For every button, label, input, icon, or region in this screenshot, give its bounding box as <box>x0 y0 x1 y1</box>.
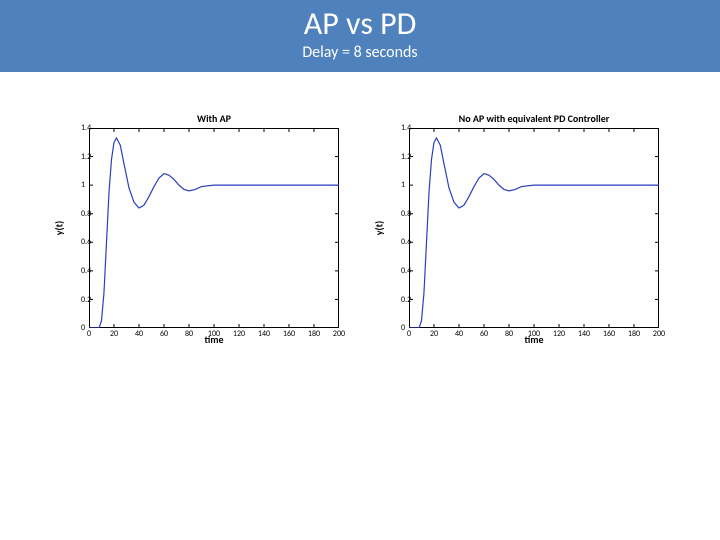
chart-no-ap-pd: No AP with equivalent PD Controller y(t)… <box>365 112 675 352</box>
x-tick-label: 180 <box>628 330 640 338</box>
chart-title: No AP with equivalent PD Controller <box>409 112 659 125</box>
series-line <box>89 138 339 328</box>
x-tick-label: 180 <box>308 330 320 338</box>
chart-with-ap: With AP y(t) time 0204060801001201401601… <box>45 112 355 352</box>
y-tick-label: 0 <box>401 324 405 332</box>
plot-svg <box>409 128 659 328</box>
x-tick-label: 120 <box>553 330 565 338</box>
series-line <box>409 138 659 328</box>
slide-header: AP vs PD Delay = 8 seconds <box>0 0 720 72</box>
y-axis-label: y(t) <box>53 221 66 235</box>
y-tick-label: 0.6 <box>81 238 85 246</box>
chart-title: With AP <box>89 112 339 125</box>
slide-title: AP vs PD <box>0 6 720 41</box>
y-tick-label: 1 <box>401 181 405 189</box>
y-tick-label: 0.8 <box>401 210 405 218</box>
x-tick-label: 60 <box>480 330 488 338</box>
x-tick-label: 200 <box>653 330 665 338</box>
y-tick-label: 0.8 <box>81 210 85 218</box>
y-tick-label: 0.4 <box>401 267 405 275</box>
x-tick-label: 160 <box>283 330 295 338</box>
x-tick-label: 100 <box>528 330 540 338</box>
y-tick-label: 1.2 <box>81 153 85 161</box>
y-tick-label: 1.2 <box>401 153 405 161</box>
x-tick-label: 0 <box>87 330 91 338</box>
y-tick-label: 0.6 <box>401 238 405 246</box>
x-tick-label: 20 <box>430 330 438 338</box>
plot-area: 02040608010012014016018020000.20.40.60.8… <box>409 128 659 328</box>
y-tick-label: 0 <box>81 324 85 332</box>
x-tick-label: 60 <box>160 330 168 338</box>
y-tick-label: 0.4 <box>81 267 85 275</box>
y-tick-label: 0.2 <box>401 296 405 304</box>
x-tick-label: 120 <box>233 330 245 338</box>
y-tick-label: 1.4 <box>401 124 405 132</box>
x-tick-label: 0 <box>407 330 411 338</box>
plot-svg <box>89 128 339 328</box>
x-tick-label: 100 <box>208 330 220 338</box>
plot-area: 02040608010012014016018020000.20.40.60.8… <box>89 128 339 328</box>
y-tick-label: 1 <box>81 181 85 189</box>
x-tick-label: 40 <box>135 330 143 338</box>
y-tick-label: 0.2 <box>81 296 85 304</box>
charts-row: With AP y(t) time 0204060801001201401601… <box>0 112 720 352</box>
x-tick-label: 140 <box>578 330 590 338</box>
x-tick-label: 80 <box>185 330 193 338</box>
x-tick-label: 140 <box>258 330 270 338</box>
x-tick-label: 40 <box>455 330 463 338</box>
x-tick-label: 160 <box>603 330 615 338</box>
y-axis-label: y(t) <box>373 221 386 235</box>
slide-subtitle: Delay = 8 seconds <box>0 43 720 62</box>
x-tick-label: 80 <box>505 330 513 338</box>
y-tick-label: 1.4 <box>81 124 85 132</box>
x-tick-label: 20 <box>110 330 118 338</box>
x-tick-label: 200 <box>333 330 345 338</box>
